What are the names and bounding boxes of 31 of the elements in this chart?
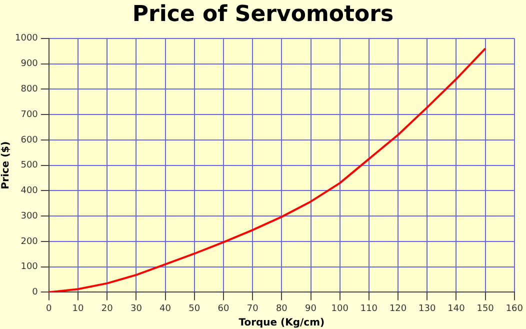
x-tick-label: 80 <box>276 304 288 314</box>
x-tick-label: 70 <box>246 304 259 314</box>
y-tick-label: 900 <box>20 59 38 70</box>
x-tick-label: 60 <box>218 304 230 314</box>
x-tick-label: 30 <box>130 304 142 314</box>
y-tick-label: 800 <box>20 84 38 95</box>
x-tick-label: 140 <box>448 304 466 314</box>
chart-title: Price of Servomotors <box>131 1 395 29</box>
y-axis-title: Price ($) <box>0 141 12 190</box>
y-tick-label: 0 <box>32 288 38 298</box>
y-tick-label: 300 <box>20 211 38 222</box>
x-tick-label: 90 <box>305 304 317 314</box>
x-tick-label: 40 <box>160 304 172 314</box>
y-tick-label: 400 <box>20 186 38 196</box>
x-axis-title: Torque (Kg/cm) <box>238 318 325 329</box>
x-tick-label: 50 <box>188 304 200 314</box>
x-tick-label: 20 <box>101 304 114 314</box>
y-tick-label: 100 <box>20 262 38 272</box>
x-tick-label: 110 <box>360 304 378 314</box>
y-tick-label: 200 <box>20 236 38 247</box>
y-tick-label: 700 <box>20 110 38 120</box>
y-tick-label: 500 <box>20 160 38 171</box>
x-tick-label: 100 <box>331 304 349 314</box>
x-tick-label: 130 <box>418 304 436 314</box>
x-tick-label: 0 <box>46 304 52 314</box>
x-tick-label: 120 <box>389 304 407 314</box>
x-tick-label: 160 <box>506 304 524 314</box>
x-tick-label: 10 <box>72 304 84 314</box>
y-tick-label: 600 <box>20 135 38 146</box>
y-tick-label: 1000 <box>15 34 38 44</box>
x-tick-label: 150 <box>476 304 494 314</box>
